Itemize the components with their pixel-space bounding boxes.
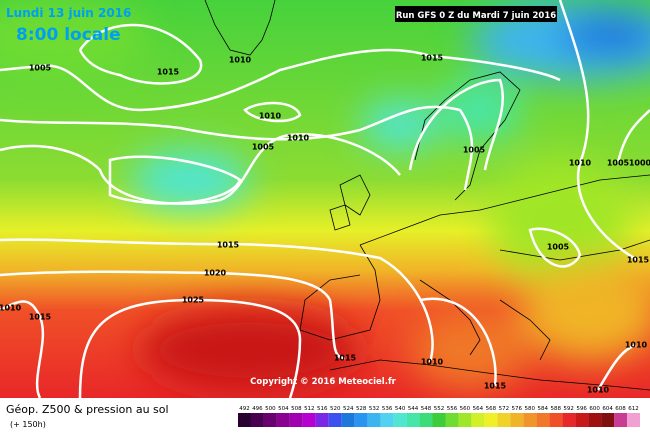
- scale-label: 496: [252, 406, 263, 412]
- isobar-label: 1015: [627, 256, 650, 265]
- scale-label: 492: [239, 406, 250, 412]
- scale-label: 524: [343, 406, 354, 412]
- scale-label: 612: [628, 406, 639, 412]
- scale-swatch: [588, 413, 602, 427]
- scale-swatch: [575, 413, 589, 427]
- isobar-label: 1005: [463, 146, 486, 155]
- isobar-label: 1015: [334, 354, 357, 363]
- scale-swatch: [315, 413, 329, 427]
- scale-swatch: [341, 413, 355, 427]
- scale-label: 604: [602, 406, 613, 412]
- run-info: Run GFS 0 Z du Mardi 7 juin 2016: [396, 11, 556, 21]
- scale-label: 508: [291, 406, 302, 412]
- scale-swatch: [419, 413, 433, 427]
- isobar-label: 1015: [157, 68, 180, 77]
- scale-label: 600: [589, 406, 600, 412]
- isobar-label: 1015: [421, 54, 444, 63]
- scale-label: 580: [525, 406, 536, 412]
- scale-swatch: [354, 413, 368, 427]
- isobar-label: 1015: [217, 241, 240, 250]
- scale-swatch: [484, 413, 498, 427]
- scale-label: 516: [317, 406, 328, 412]
- scale-swatch: [523, 413, 537, 427]
- scale-label: 572: [499, 406, 510, 412]
- scale-swatch: [263, 413, 277, 427]
- scale-label: 608: [615, 406, 626, 412]
- scale-label: 544: [408, 406, 419, 412]
- scale-swatch: [549, 413, 563, 427]
- copyright: Copyright © 2016 Meteociel.fr: [250, 377, 396, 387]
- lead-time: (+ 150h): [10, 420, 46, 429]
- isobar-label: 1010: [0, 304, 22, 313]
- scale-swatch: [627, 413, 640, 427]
- isobar-label: 1015: [29, 313, 52, 322]
- scale-swatch: [238, 413, 251, 427]
- isobar-label: 1010: [229, 56, 252, 65]
- scale-label: 520: [330, 406, 341, 412]
- scale-swatch: [406, 413, 420, 427]
- scale-swatch: [562, 413, 576, 427]
- scale-label: 500: [265, 406, 276, 412]
- isobar-label: 1010: [287, 134, 310, 143]
- scale-label: 584: [537, 406, 548, 412]
- map: 1005 1015 1010 1015 1010 1010 1005 1005 1010 1005…: [0, 0, 650, 398]
- scale-swatch: [458, 413, 472, 427]
- scale-label: 564: [473, 406, 484, 412]
- isobar-label: 1010: [587, 386, 610, 395]
- scale-swatch: [393, 413, 407, 427]
- scale-label: 560: [460, 406, 471, 412]
- isobar-labels: 1005 1015 1010 1015 1010 1010 1005 1005 1010 1005…: [0, 54, 650, 395]
- field-shading: [0, 0, 650, 390]
- scale-label: 596: [576, 406, 587, 412]
- isobar-label: 1000: [629, 159, 650, 168]
- scale-swatch: [536, 413, 550, 427]
- isobars: [0, 0, 650, 398]
- forecast-time: 8:00 locale: [16, 25, 121, 45]
- scale-label: 536: [382, 406, 393, 412]
- scale-label: 576: [512, 406, 523, 412]
- scale-swatch: [302, 413, 316, 427]
- product-title: Géop. Z500 & pression au sol: [6, 403, 169, 416]
- scale-swatch: [289, 413, 303, 427]
- scale-label: 548: [421, 406, 432, 412]
- scale-label: 556: [447, 406, 458, 412]
- isobar-label: 1020: [204, 269, 227, 278]
- scale-swatch: [510, 413, 524, 427]
- forecast-date: Lundi 13 juin 2016: [6, 6, 131, 20]
- run-box: [395, 6, 557, 22]
- scale-label: 552: [434, 406, 445, 412]
- scale-label: 504: [278, 406, 289, 412]
- scale-label: 568: [486, 406, 497, 412]
- scale-label: 588: [550, 406, 561, 412]
- isobar-label: 1005: [252, 143, 275, 152]
- isobar-label: 1015: [484, 382, 507, 391]
- scale-swatch: [601, 413, 615, 427]
- isobar-label: 1010: [259, 112, 282, 121]
- isobar-label: 1005: [607, 159, 630, 168]
- scale-swatch: [276, 413, 290, 427]
- scale-swatch: [328, 413, 342, 427]
- color-scale: 492 496 500 504 508 512 516 520 524 528 532 536 540 5…: [238, 406, 640, 427]
- scale-label: 592: [563, 406, 574, 412]
- isobar-label: 1010: [569, 159, 592, 168]
- scale-swatch: [614, 413, 628, 427]
- scale-swatch: [250, 413, 264, 427]
- scale-swatch: [445, 413, 459, 427]
- isobar-label: 1010: [421, 358, 444, 367]
- scale-swatch: [380, 413, 394, 427]
- scale-label: 540: [395, 406, 406, 412]
- scale-swatch: [497, 413, 511, 427]
- scale-swatch: [367, 413, 381, 427]
- scale-swatch: [471, 413, 485, 427]
- isobar-label: 1010: [625, 341, 648, 350]
- isobar-label: 1005: [547, 243, 570, 252]
- scale-label: 528: [356, 406, 367, 412]
- scale-label: 532: [369, 406, 380, 412]
- isobar-label: 1025: [182, 296, 205, 305]
- isobar-label: 1005: [29, 64, 52, 73]
- scale-swatch: [432, 413, 446, 427]
- scale-label: 512: [304, 406, 315, 412]
